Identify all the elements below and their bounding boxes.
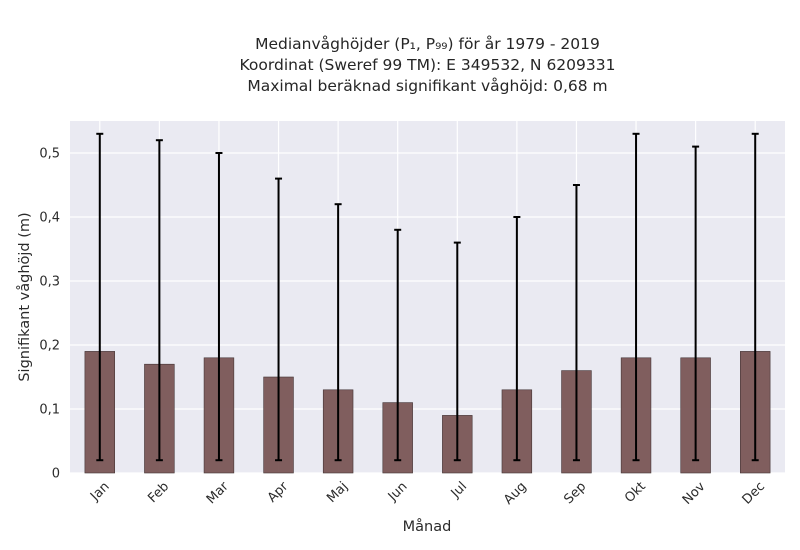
x-tick-label: Dec [740,479,768,507]
x-tick-label: Apr [265,479,292,506]
x-axis-label: Månad [403,518,452,535]
y-tick-label: 0,1 [39,403,60,418]
title-line-3: Maximal beräknad signifikant våghöjd: 0,… [247,77,608,95]
title-line-1: Medianvåghöjder (P₁, P₉₉) för år 1979 - … [255,35,600,53]
y-tick-labels: 0 0,1 0,2 0,3 0,4 0,5 [39,147,60,482]
x-tick-label: Sep [561,479,589,507]
y-tick-label: 0,5 [39,147,60,162]
x-tick-label: Feb [145,479,172,506]
error-bars [96,132,759,462]
chart-title: Medianvåghöjder (P₁, P₉₉) för år 1979 - … [70,34,785,97]
x-tick-label: Jul [448,479,470,501]
title-line-2: Koordinat (Sweref 99 TM): E 349532, N 62… [239,56,616,74]
y-axis-label: Signifikant våghöjd (m) [16,212,33,381]
y-tick-label: 0,2 [39,339,60,354]
x-tick-label: Nov [680,479,709,508]
y-tick-label: 0,3 [39,275,60,290]
x-tick-label: Mar [204,479,232,507]
x-tick-label: Okt [622,479,649,506]
plot-area [70,121,785,473]
x-tick-label: Aug [501,479,530,508]
y-tick-label: 0 [52,467,60,482]
y-tick-label: 0,4 [39,211,60,226]
x-tick-label: Maj [324,479,351,506]
x-tick-labels: Jan Feb Mar Apr Maj Jun Jul Aug Sep Okt Nov Dec [87,479,768,508]
x-tick-label: Jun [385,479,411,505]
x-tick-label: Jan [87,479,112,504]
